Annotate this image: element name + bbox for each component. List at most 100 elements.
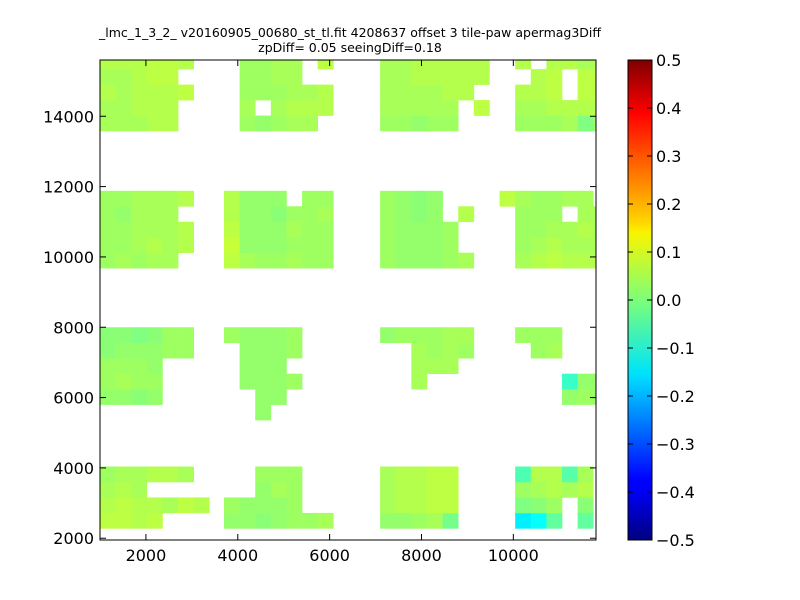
heatmap-cell xyxy=(395,60,412,70)
heatmap-cell xyxy=(239,69,256,85)
heatmap-cell xyxy=(302,237,318,254)
heatmap-cell xyxy=(473,69,490,85)
heatmap-cell xyxy=(239,327,256,344)
heatmap-cell xyxy=(115,206,132,223)
heatmap-cell xyxy=(131,100,148,116)
heatmap-cell xyxy=(411,190,428,207)
heatmap-cell xyxy=(380,84,397,101)
heatmap-cell xyxy=(317,190,334,207)
heatmap-cell xyxy=(131,237,148,254)
x-tick-label: 10000 xyxy=(488,546,539,565)
heatmap-cell xyxy=(515,466,532,483)
heatmap-cell xyxy=(286,115,303,132)
heatmap-cell xyxy=(224,252,240,269)
heatmap-cell xyxy=(178,327,194,344)
colorbar-tick-label: −0.2 xyxy=(656,387,695,406)
heatmap-cell xyxy=(100,497,116,514)
colorbar-tick-label: 0.3 xyxy=(656,147,681,166)
heatmap-cell xyxy=(317,221,334,238)
heatmap-cell xyxy=(131,327,148,344)
heatmap-cell xyxy=(426,252,443,269)
heatmap-cell xyxy=(577,466,594,483)
colorbar-tick-label: 0.0 xyxy=(656,291,681,310)
heatmap-cell xyxy=(395,69,412,85)
heatmap-cell xyxy=(224,237,240,254)
heatmap-cell xyxy=(442,342,459,359)
heatmap-cell xyxy=(255,115,272,132)
x-axis-ticks: 2000 4000 6000 8000 10000 xyxy=(126,60,539,565)
heatmap-cell xyxy=(162,237,179,254)
heatmap-cell xyxy=(115,497,132,514)
heatmap-cell xyxy=(146,190,163,207)
heatmap-cell xyxy=(224,327,240,344)
x-tick-label: 2000 xyxy=(126,546,167,565)
heatmap-cell xyxy=(426,466,443,483)
heatmap-cell xyxy=(100,373,116,390)
heatmap-cell xyxy=(100,69,116,85)
heatmap-cell xyxy=(115,373,132,390)
heatmap-cell xyxy=(131,190,148,207)
heatmap-cell xyxy=(162,60,179,70)
y-tick-label: 12000 xyxy=(43,178,94,197)
heatmap-cell xyxy=(530,190,547,207)
heatmap-cell xyxy=(286,206,303,223)
colorbar-tick-label: −0.4 xyxy=(656,483,695,502)
heatmap-cell xyxy=(162,497,179,514)
heatmap-cell xyxy=(395,497,412,514)
heatmap-cell xyxy=(270,466,287,483)
heatmap-cell xyxy=(577,481,594,498)
heatmap-cell xyxy=(442,252,459,269)
heatmap-cell xyxy=(546,190,563,207)
heatmap-cell xyxy=(100,342,116,359)
heatmap-cell xyxy=(255,69,272,85)
heatmap-cell xyxy=(239,84,256,101)
heatmap-cell xyxy=(131,84,148,101)
heatmap-cell xyxy=(395,100,412,116)
heatmap-cell xyxy=(411,373,428,390)
heatmap-cell xyxy=(426,481,443,498)
heatmap-cell xyxy=(178,84,194,101)
heatmap-cell xyxy=(162,221,179,238)
heatmap-cell xyxy=(146,497,163,514)
heatmap-cell xyxy=(411,221,428,238)
heatmap-cell xyxy=(146,60,163,70)
heatmap-cell xyxy=(562,221,578,238)
heatmap-cell xyxy=(286,84,303,101)
heatmap-cell xyxy=(255,358,272,374)
heatmap-cell xyxy=(593,100,597,116)
heatmap-cell xyxy=(162,252,179,269)
heatmap-cell xyxy=(442,327,459,344)
heatmap-cells xyxy=(100,60,597,529)
heatmap-cell xyxy=(239,512,256,529)
heatmap-cell xyxy=(239,373,256,390)
heatmap-cell xyxy=(255,466,272,483)
heatmap-cell xyxy=(530,481,547,498)
heatmap-cell xyxy=(286,497,303,514)
heatmap-cell xyxy=(162,84,179,101)
heatmap-cell xyxy=(146,252,163,269)
heatmap-cell xyxy=(286,60,303,70)
heatmap-cell xyxy=(270,497,287,514)
heatmap-cell xyxy=(146,115,163,132)
heatmap-cell xyxy=(499,190,516,207)
heatmap-cell xyxy=(411,252,428,269)
heatmap-cell xyxy=(146,206,163,223)
heatmap-cell xyxy=(131,373,148,390)
heatmap-cell xyxy=(380,115,397,132)
heatmap-cell xyxy=(546,481,563,498)
heatmap-cell xyxy=(411,69,428,85)
heatmap-cell xyxy=(146,466,163,483)
heatmap-cell xyxy=(562,190,578,207)
y-tick-label: 4000 xyxy=(53,459,94,478)
heatmap-cell xyxy=(270,115,287,132)
heatmap-cell xyxy=(473,100,490,116)
heatmap-cell xyxy=(426,327,443,344)
heatmap-cell xyxy=(239,206,256,223)
heatmap-cell xyxy=(530,252,547,269)
heatmap-cell xyxy=(162,327,179,344)
heatmap-cell xyxy=(286,481,303,498)
heatmap-cell xyxy=(115,69,132,85)
heatmap-cell xyxy=(411,327,428,344)
heatmap-cell xyxy=(286,512,303,529)
heatmap-cell xyxy=(515,84,532,101)
